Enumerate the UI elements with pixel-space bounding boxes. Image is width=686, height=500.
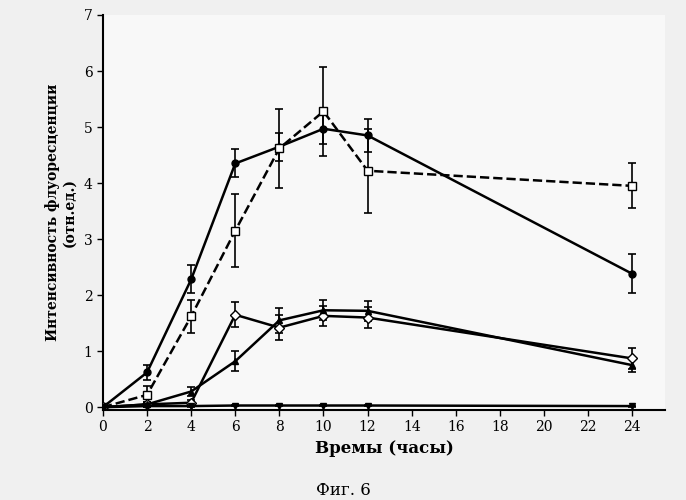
Y-axis label: Интенсивность флуоресценции
(отн.ед.): Интенсивность флуоресценции (отн.ед.) <box>45 84 77 341</box>
Text: Фиг. 6: Фиг. 6 <box>316 482 370 499</box>
X-axis label: Времы (часы): Времы (часы) <box>315 440 453 457</box>
